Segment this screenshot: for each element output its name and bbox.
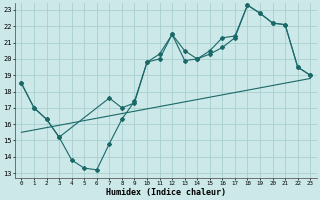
- X-axis label: Humidex (Indice chaleur): Humidex (Indice chaleur): [106, 188, 226, 197]
